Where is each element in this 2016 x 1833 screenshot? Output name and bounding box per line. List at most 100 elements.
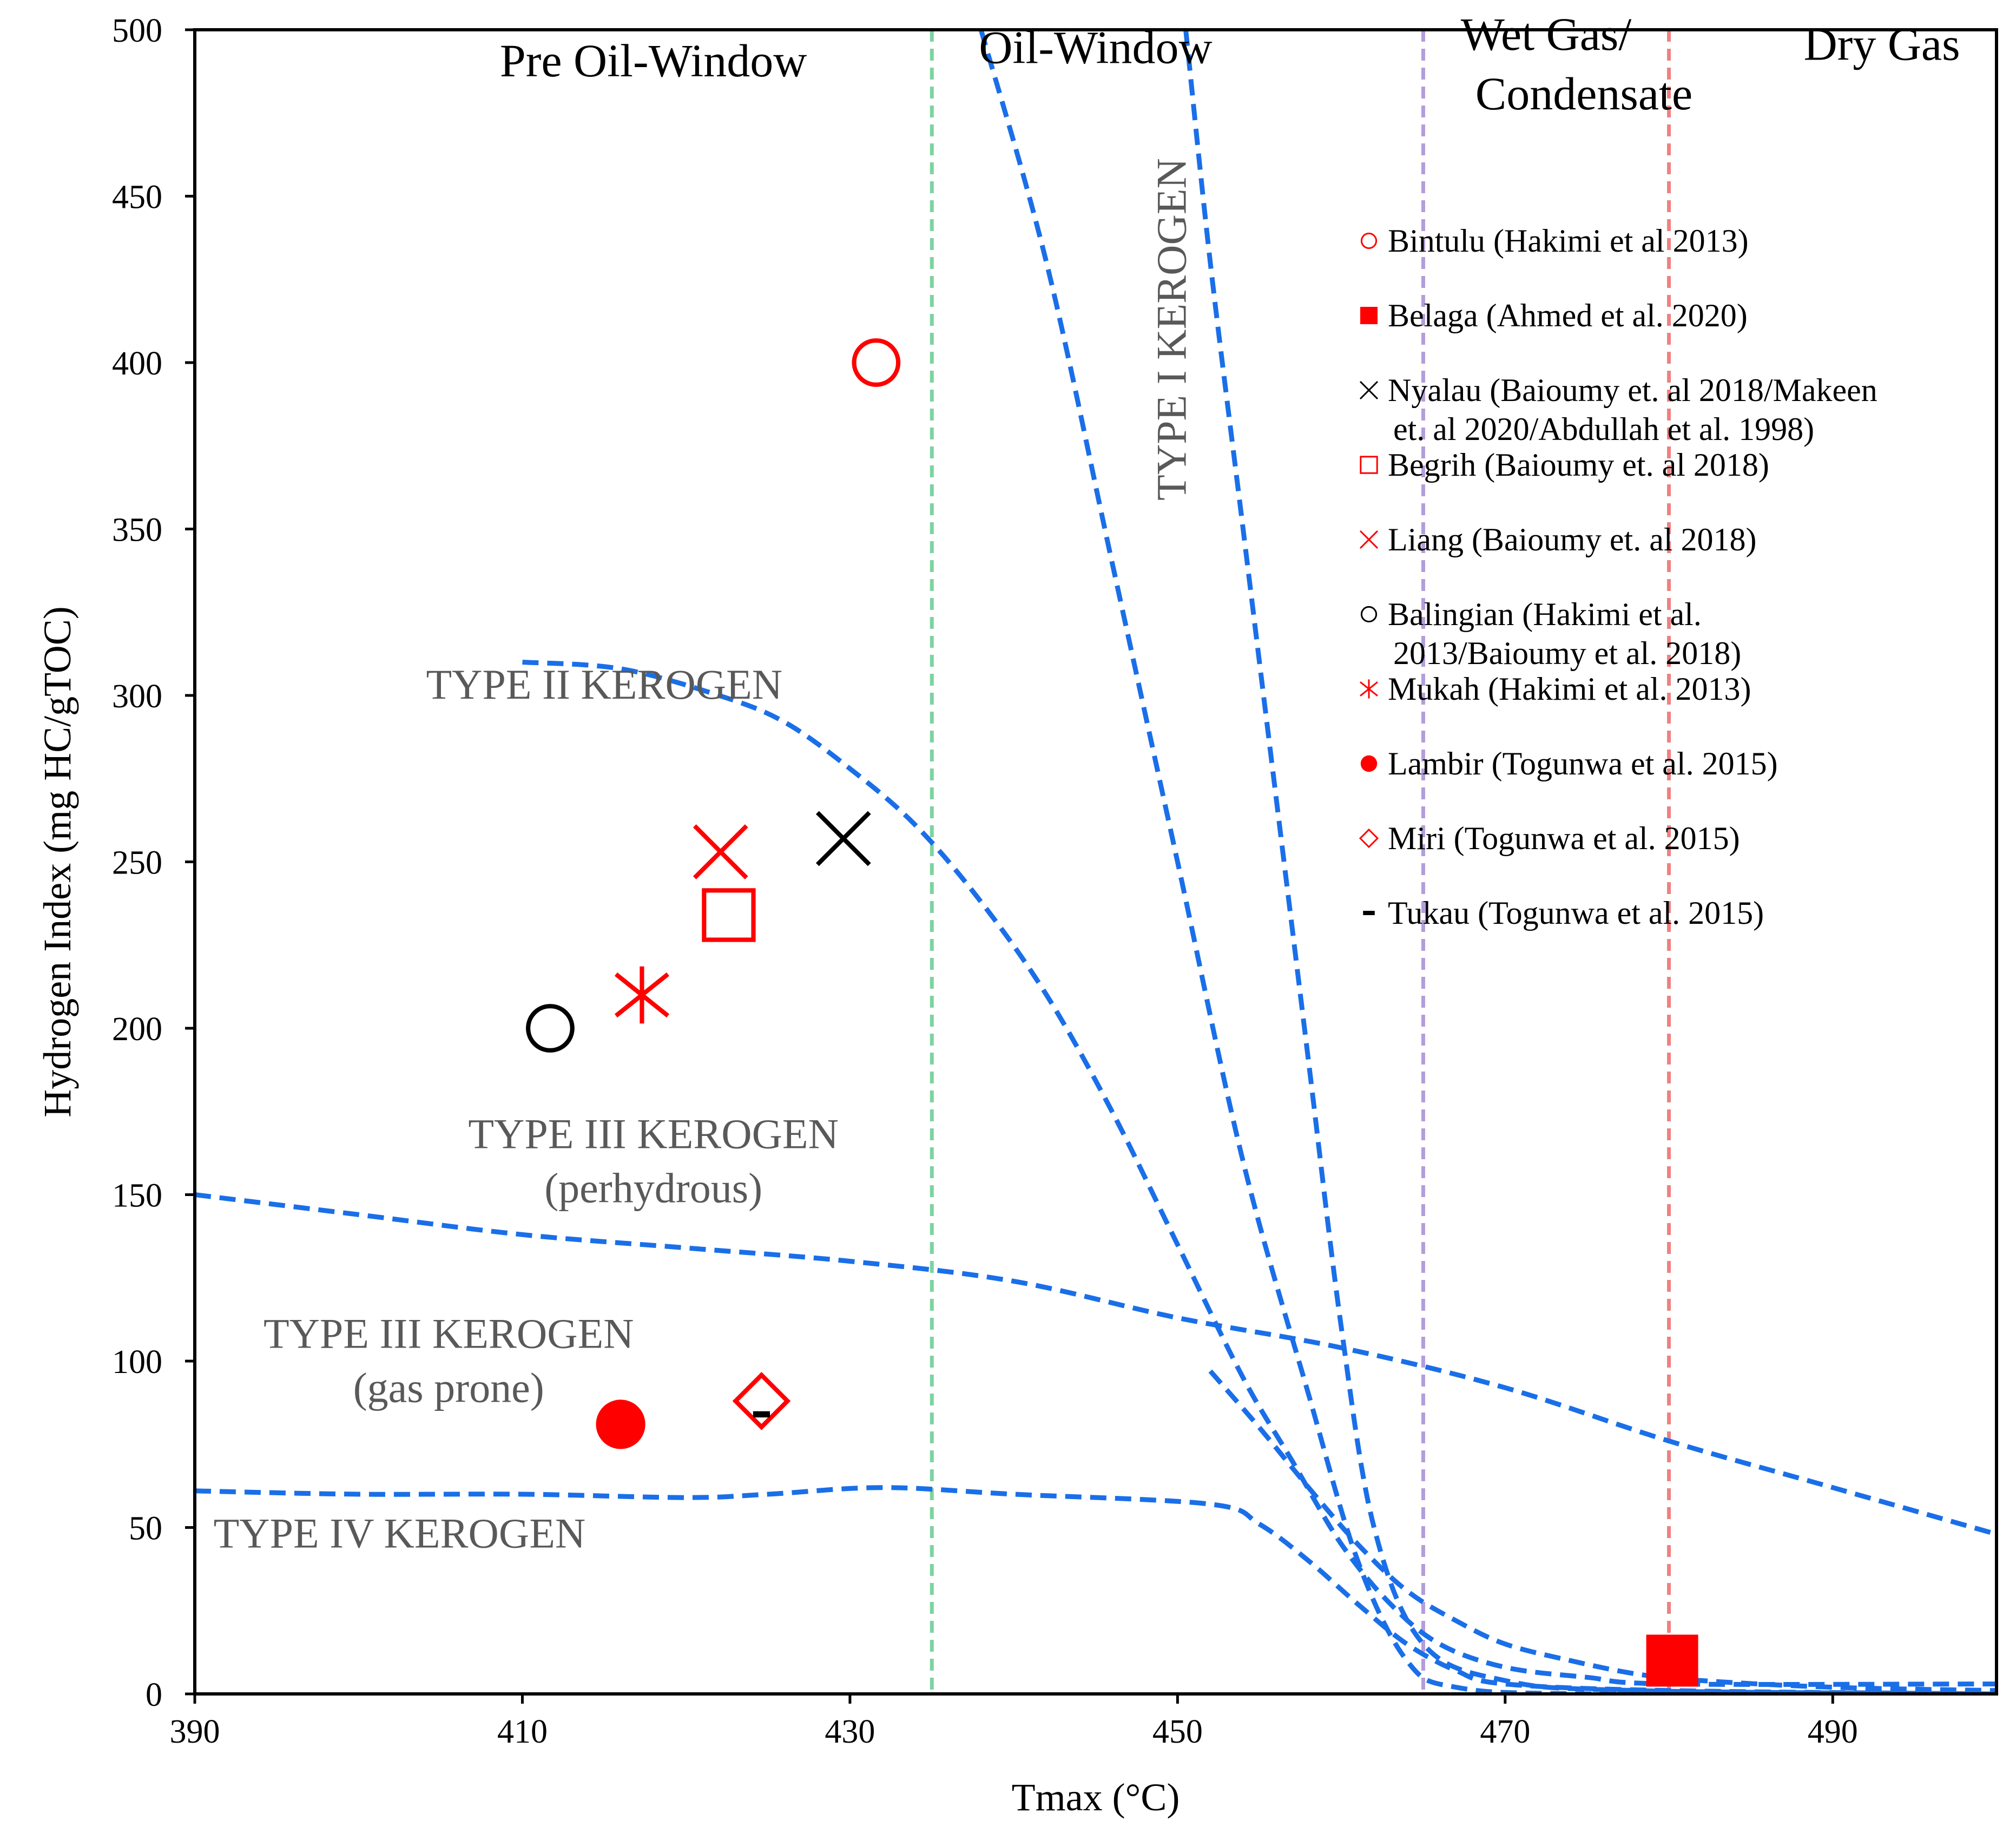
y-tick-label: 0 bbox=[146, 1677, 162, 1713]
curve-type-i-b bbox=[1183, 30, 1997, 1694]
data-point-lambir bbox=[596, 1400, 645, 1449]
y-tick-label: 150 bbox=[112, 1178, 162, 1214]
kerogen-label-line: TYPE III KEROGEN bbox=[468, 1110, 839, 1157]
legend-label: Lambir (Togunwa et al. 2015) bbox=[1388, 746, 1778, 781]
kerogen-label-type-iv: TYPE IV KEROGEN bbox=[214, 1509, 586, 1556]
data-point-belaga bbox=[1646, 1634, 1698, 1687]
legend-item: Liang (Baioumy et. al 2018) bbox=[1359, 522, 1757, 557]
legend-marker bbox=[1359, 380, 1379, 400]
legend-label-line: Mukah (Hakimi et al. 2013) bbox=[1388, 671, 1751, 707]
legend-label-line: Balingian (Hakimi et al. bbox=[1388, 596, 1702, 632]
kerogen-label-line: TYPE IV KEROGEN bbox=[214, 1509, 586, 1556]
kerogen-label-type-iii-perhydrous: TYPE III KEROGEN (perhydrous) bbox=[468, 1110, 839, 1211]
x-tick-label: 470 bbox=[1480, 1713, 1530, 1750]
legend-label: Tukau (Togunwa et al. 2015) bbox=[1388, 895, 1764, 931]
legend-label-line: Miri (Togunwa et al. 2015) bbox=[1388, 820, 1740, 856]
data-point-liang bbox=[693, 824, 748, 879]
legend-label-line: Bintulu (Hakimi et al 2013) bbox=[1388, 223, 1749, 259]
zone-labels: Pre Oil-Window Oil-Window Wet Gas/Condensa… bbox=[500, 8, 1960, 120]
data-point-nyalau bbox=[815, 811, 871, 866]
data-point-miri bbox=[732, 1372, 791, 1430]
zone-label-dry-gas: Dry Gas bbox=[1804, 18, 1960, 70]
data-point-balingian bbox=[526, 1004, 575, 1053]
legend-label-line: et. al 2020/Abdullah et al. 1998) bbox=[1393, 411, 1814, 447]
kerogen-label-line: TYPE I KEROGEN bbox=[1148, 158, 1195, 501]
legend-marker bbox=[1360, 232, 1378, 249]
legend-label: Miri (Togunwa et al. 2015) bbox=[1388, 820, 1740, 856]
legend-item: Balingian (Hakimi et al. 2013/Baioumy et … bbox=[1360, 596, 1741, 671]
curve-type-ii bbox=[522, 660, 1997, 1687]
legend-label-line: 2013/Baioumy et al. 2018) bbox=[1393, 635, 1741, 671]
legend-label: Liang (Baioumy et. al 2018) bbox=[1388, 522, 1757, 557]
legend-label: Belaga (Ahmed et al. 2020) bbox=[1388, 298, 1748, 333]
y-tick-label: 350 bbox=[112, 512, 162, 549]
y-tick-label: 400 bbox=[112, 345, 162, 382]
curve-type-iii-lower bbox=[1208, 1369, 1997, 1693]
y-tick-label: 50 bbox=[129, 1510, 162, 1547]
legend-marker bbox=[1360, 307, 1378, 324]
legend-label-line: Tukau (Togunwa et al. 2015) bbox=[1388, 895, 1764, 931]
legend-label: Begrih (Baioumy et. al 2018) bbox=[1388, 447, 1769, 483]
kerogen-label-line: TYPE II KEROGEN bbox=[426, 661, 783, 708]
kerogen-label-line: TYPE III KEROGEN bbox=[263, 1310, 634, 1357]
legend-item: Nyalau (Baioumy et. al 2018/Makeen et. al… bbox=[1359, 372, 1877, 447]
x-tick-label: 450 bbox=[1152, 1713, 1203, 1750]
legend-item: Begrih (Baioumy et. al 2018) bbox=[1360, 447, 1769, 483]
y-tick-label: 200 bbox=[112, 1011, 162, 1048]
legend-marker bbox=[1363, 911, 1375, 915]
curve-type-iii-perhydrous bbox=[195, 1192, 1997, 1537]
zone-label-pre-oil-window: Pre Oil-Window bbox=[500, 35, 807, 87]
legend-label-line: Nyalau (Baioumy et. al 2018/Makeen bbox=[1388, 372, 1877, 408]
legend-item: Bintulu (Hakimi et al 2013) bbox=[1360, 223, 1749, 259]
zone-label-line: Condensate bbox=[1475, 68, 1692, 120]
legend-label-line: Belaga (Ahmed et al. 2020) bbox=[1388, 298, 1748, 333]
data-point-mukah bbox=[614, 966, 669, 1024]
x-tick-label: 430 bbox=[825, 1713, 875, 1750]
legend-marker bbox=[1360, 456, 1378, 474]
kerogen-label-type-ii: TYPE II KEROGEN bbox=[426, 661, 783, 708]
y-tick-label: 250 bbox=[112, 845, 162, 882]
legend-item: Tukau (Togunwa et al. 2015) bbox=[1363, 895, 1764, 931]
legend-item: Mukah (Hakimi et al. 2013) bbox=[1360, 671, 1751, 707]
legend-label: Balingian (Hakimi et al. 2013/Baioumy et … bbox=[1388, 596, 1741, 671]
x-tick-label: 410 bbox=[497, 1713, 548, 1750]
legend-label-line: Liang (Baioumy et. al 2018) bbox=[1388, 522, 1757, 557]
legend-label: Mukah (Hakimi et al. 2013) bbox=[1388, 671, 1751, 707]
y-tick-label: 100 bbox=[112, 1344, 162, 1381]
legend-label: Bintulu (Hakimi et al 2013) bbox=[1388, 223, 1749, 259]
curve-type-iv bbox=[195, 1485, 1997, 1694]
x-tick-label: 490 bbox=[1808, 1713, 1858, 1750]
legend-marker bbox=[1360, 606, 1378, 623]
kerogen-label-type-i: TYPE I KEROGEN bbox=[1148, 158, 1195, 501]
legend-label-line: Begrih (Baioumy et. al 2018) bbox=[1388, 447, 1769, 483]
legend-label-line: Lambir (Togunwa et al. 2015) bbox=[1388, 746, 1778, 781]
kerogen-label-type-iii-gas-prone: TYPE III KEROGEN (gas prone) bbox=[263, 1310, 634, 1411]
kerogen-label-line: (perhydrous) bbox=[544, 1164, 762, 1211]
axes: 390 410 430 450 470 490 0 50 100 150 200 250 300 350 4… bbox=[112, 12, 1858, 1750]
data-point-begrih bbox=[702, 888, 756, 942]
legend: Bintulu (Hakimi et al 2013) Belaga (Ahmed… bbox=[1359, 223, 1877, 931]
legend-label: Nyalau (Baioumy et. al 2018/Makeen et. al… bbox=[1388, 372, 1877, 447]
legend-item: Belaga (Ahmed et al. 2020) bbox=[1360, 298, 1748, 333]
kerogen-labels: TYPE II KEROGEN TYPE III KEROGEN (perhydro… bbox=[214, 158, 1195, 1556]
y-tick-label: 300 bbox=[112, 678, 162, 715]
zone-label-line: Wet Gas/ bbox=[1461, 8, 1632, 60]
data-point-bintulu bbox=[852, 338, 901, 387]
maturity-boundaries bbox=[930, 30, 1671, 1694]
legend-item: Lambir (Togunwa et al. 2015) bbox=[1360, 746, 1778, 781]
kerogen-label-line: (gas prone) bbox=[353, 1364, 544, 1411]
x-axis-title: Tmax (°C) bbox=[1012, 1776, 1180, 1819]
data-points bbox=[526, 338, 1698, 1687]
y-axis-title: Hydrogen Index (mg HC/gTOC) bbox=[36, 606, 79, 1118]
legend-marker bbox=[1360, 679, 1378, 699]
legend-item: Miri (Togunwa et al. 2015) bbox=[1359, 820, 1740, 856]
zone-label-wet-gas: Wet Gas/Condensate bbox=[1461, 8, 1692, 120]
legend-marker bbox=[1359, 530, 1379, 549]
y-tick-label: 450 bbox=[112, 179, 162, 216]
data-point-tukau bbox=[753, 1411, 770, 1418]
legend-marker bbox=[1359, 828, 1379, 849]
x-tick-label: 390 bbox=[170, 1713, 220, 1750]
y-tick-label: 500 bbox=[112, 12, 162, 49]
